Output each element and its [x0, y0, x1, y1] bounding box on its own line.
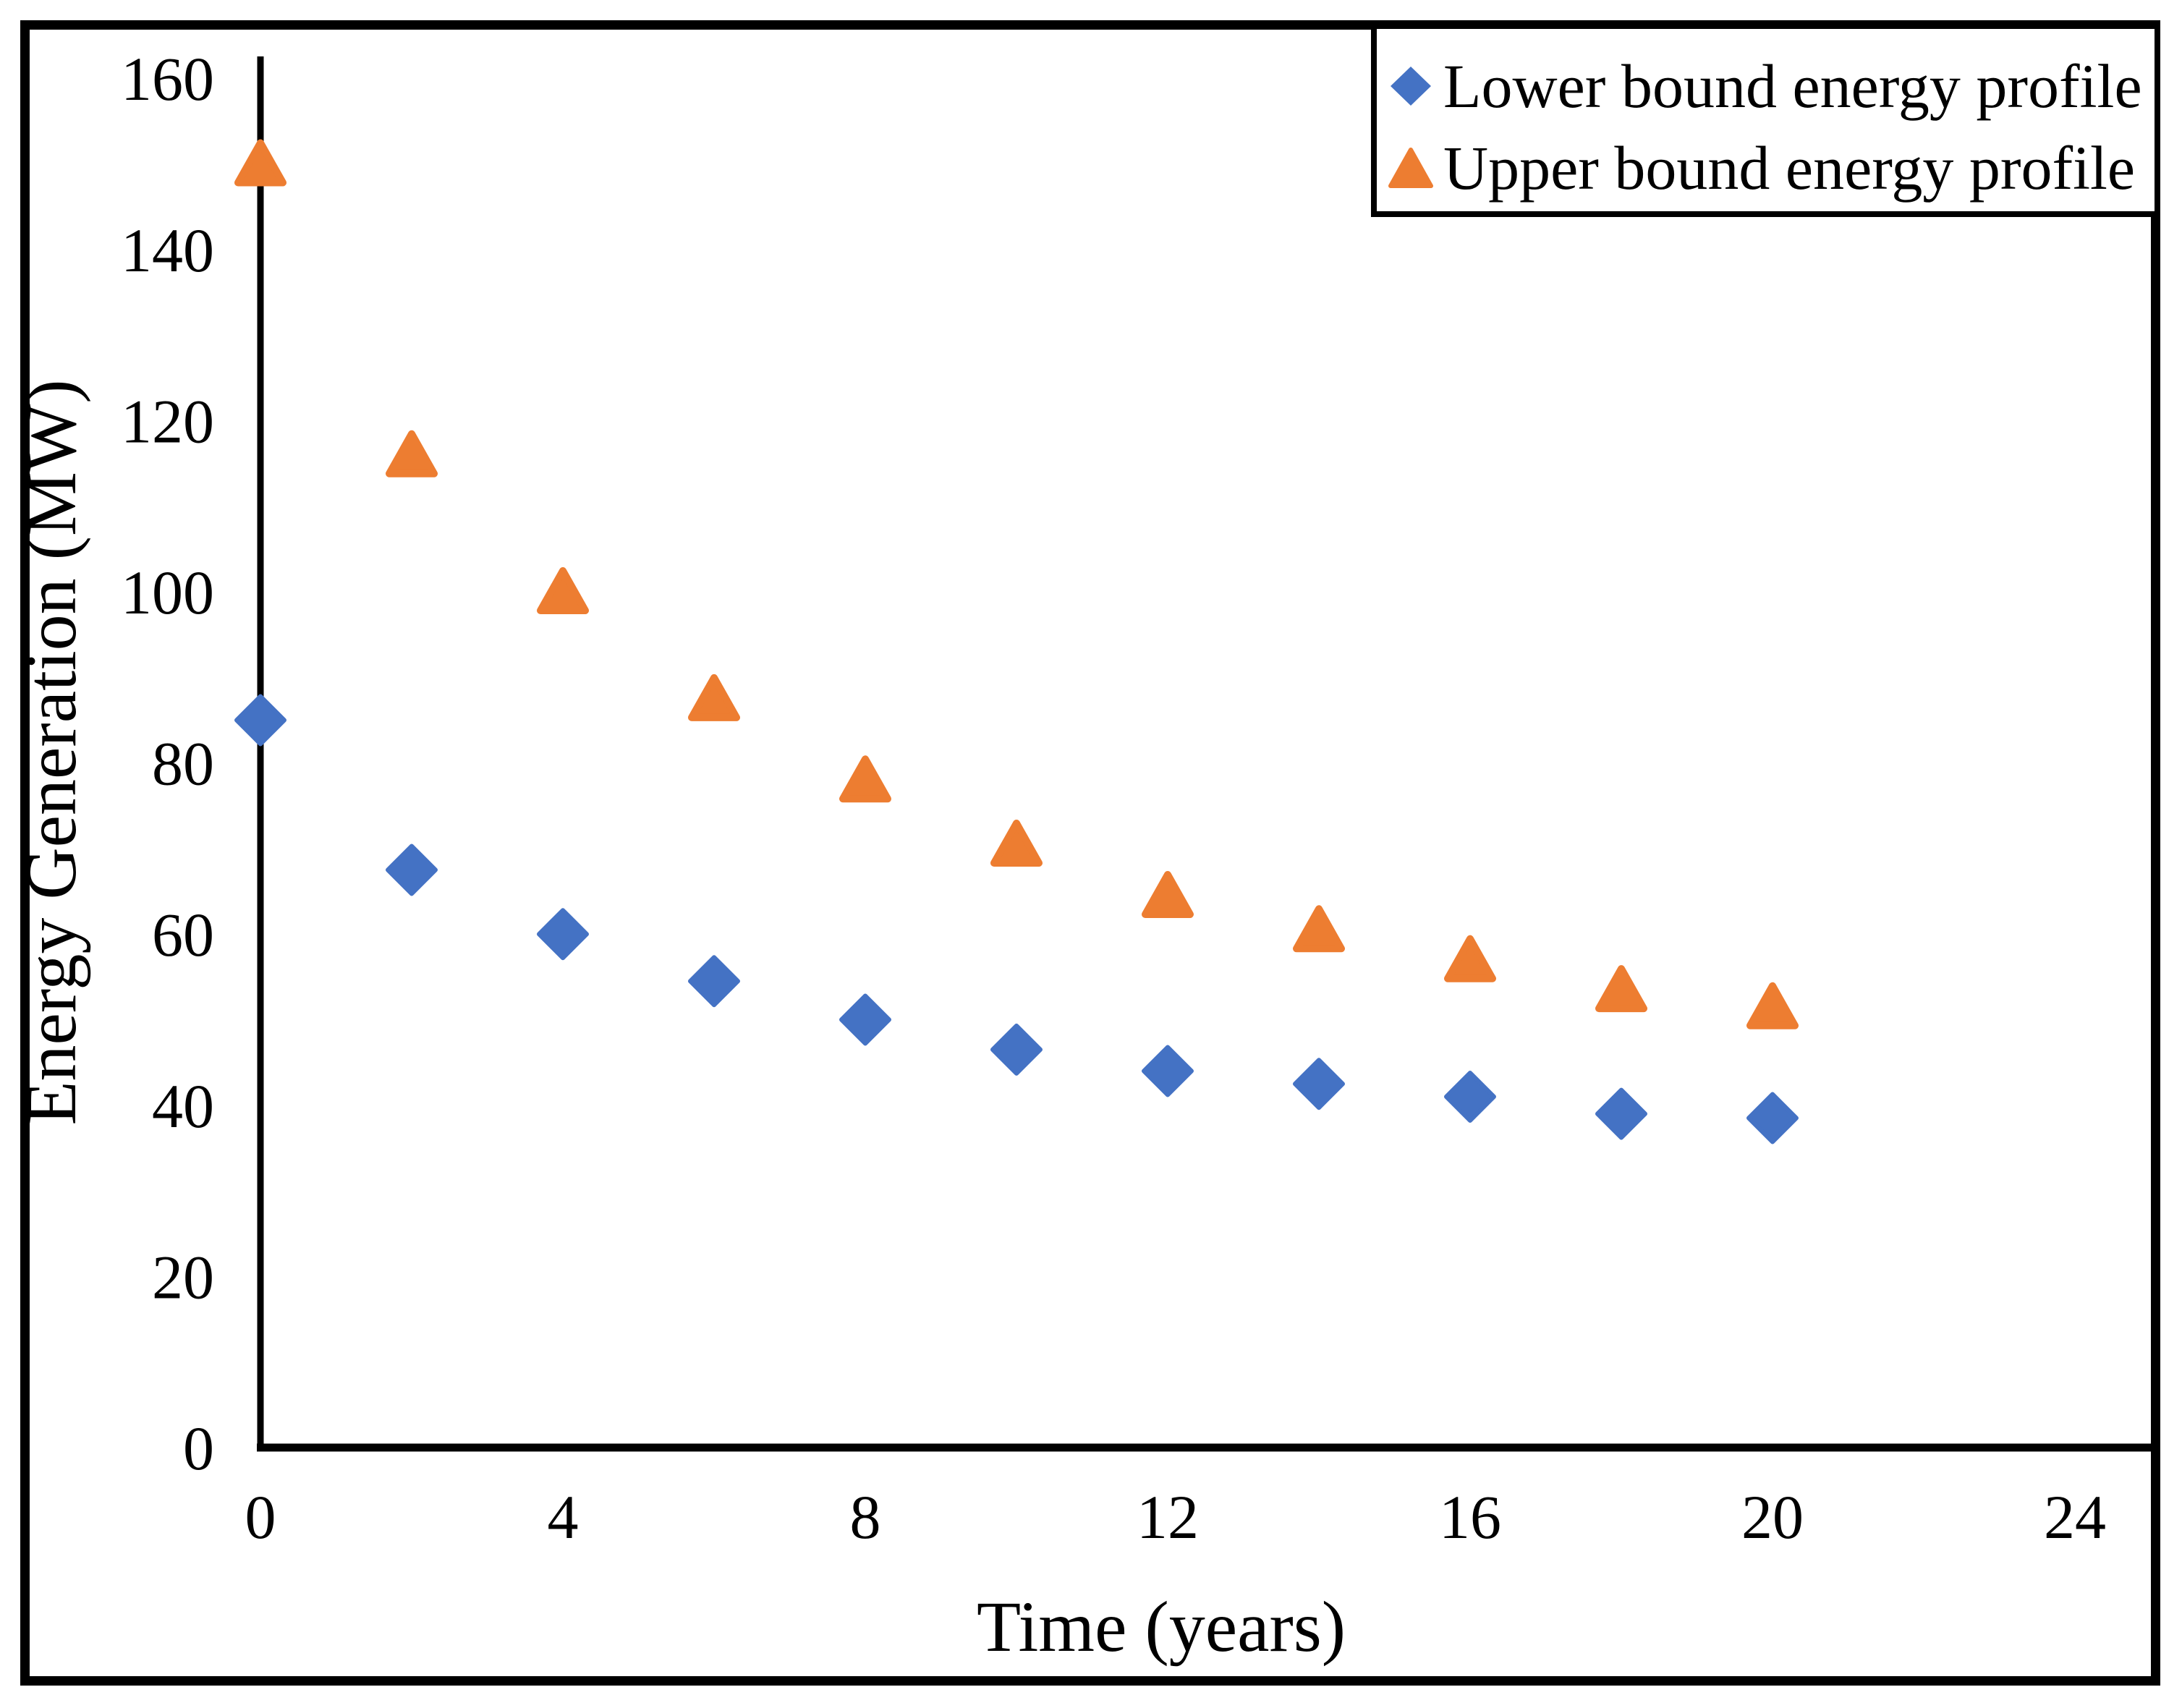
- y-tick-label: 80: [152, 729, 214, 799]
- data-point-lower: [537, 908, 589, 961]
- legend: Lower bound energy profile Upper bound e…: [1371, 23, 2160, 217]
- diamond-marker-icon: [1391, 66, 1431, 106]
- x-tick-label: 20: [1741, 1482, 1804, 1552]
- data-point-lower: [234, 694, 286, 747]
- x-tick-label: 16: [1439, 1482, 1501, 1552]
- y-tick-label: 160: [121, 44, 214, 114]
- figure-border: [20, 20, 2160, 1686]
- data-point-upper: [1293, 905, 1345, 953]
- y-tick-label: 40: [152, 1071, 214, 1141]
- data-point-lower: [386, 844, 438, 896]
- data-point-lower: [1142, 1045, 1194, 1097]
- data-point-lower: [1444, 1070, 1496, 1123]
- y-axis-title: Energy Generation (MW): [11, 379, 91, 1125]
- data-point-lower: [1595, 1087, 1647, 1140]
- data-point-lower: [688, 955, 740, 1008]
- data-point-upper: [1142, 870, 1194, 918]
- data-point-lower: [839, 993, 891, 1046]
- y-tick-label: 20: [152, 1242, 214, 1312]
- triangle-marker-shape: [1388, 147, 1433, 188]
- data-point-upper: [1444, 935, 1496, 982]
- data-point-lower: [1746, 1092, 1799, 1144]
- legend-label-upper: Upper bound energy profile: [1443, 132, 2136, 203]
- data-point-upper: [688, 674, 740, 721]
- data-point-upper: [1595, 965, 1647, 1013]
- data-point-upper: [537, 567, 589, 614]
- x-tick-label: 0: [245, 1482, 276, 1552]
- x-tick-label: 12: [1137, 1482, 1199, 1552]
- legend-label-lower: Lower bound energy profile: [1443, 51, 2142, 121]
- y-tick-label: 60: [152, 900, 214, 969]
- data-point-upper: [839, 755, 891, 803]
- axes-layer: [257, 56, 2157, 1452]
- data-point-upper: [386, 430, 438, 477]
- legend-item-upper: Upper bound energy profile: [1388, 127, 2155, 208]
- data-point-upper: [990, 819, 1043, 867]
- tick-labels-layer: 0 20 40 60 80 100 120 140 160 0 4 8 12 16 20 24: [121, 44, 2106, 1552]
- data-points-layer: [234, 139, 1799, 1144]
- y-tick-label: 0: [183, 1414, 214, 1483]
- x-tick-label: 8: [850, 1482, 881, 1552]
- x-tick-label: 4: [548, 1482, 579, 1552]
- y-tick-label: 100: [121, 558, 214, 627]
- y-tick-label: 140: [121, 216, 214, 285]
- data-point-lower: [990, 1023, 1043, 1076]
- data-point-upper: [234, 139, 286, 187]
- data-point-upper: [1746, 982, 1799, 1029]
- triangle-marker-icon: [1388, 147, 1433, 188]
- x-tick-label: 24: [2044, 1482, 2106, 1552]
- x-axis-title: Time (years): [977, 1586, 1346, 1667]
- data-point-lower: [1293, 1058, 1345, 1110]
- diamond-marker-shape: [1391, 66, 1431, 106]
- legend-item-lower: Lower bound energy profile: [1388, 45, 2155, 127]
- y-tick-label: 120: [121, 386, 214, 456]
